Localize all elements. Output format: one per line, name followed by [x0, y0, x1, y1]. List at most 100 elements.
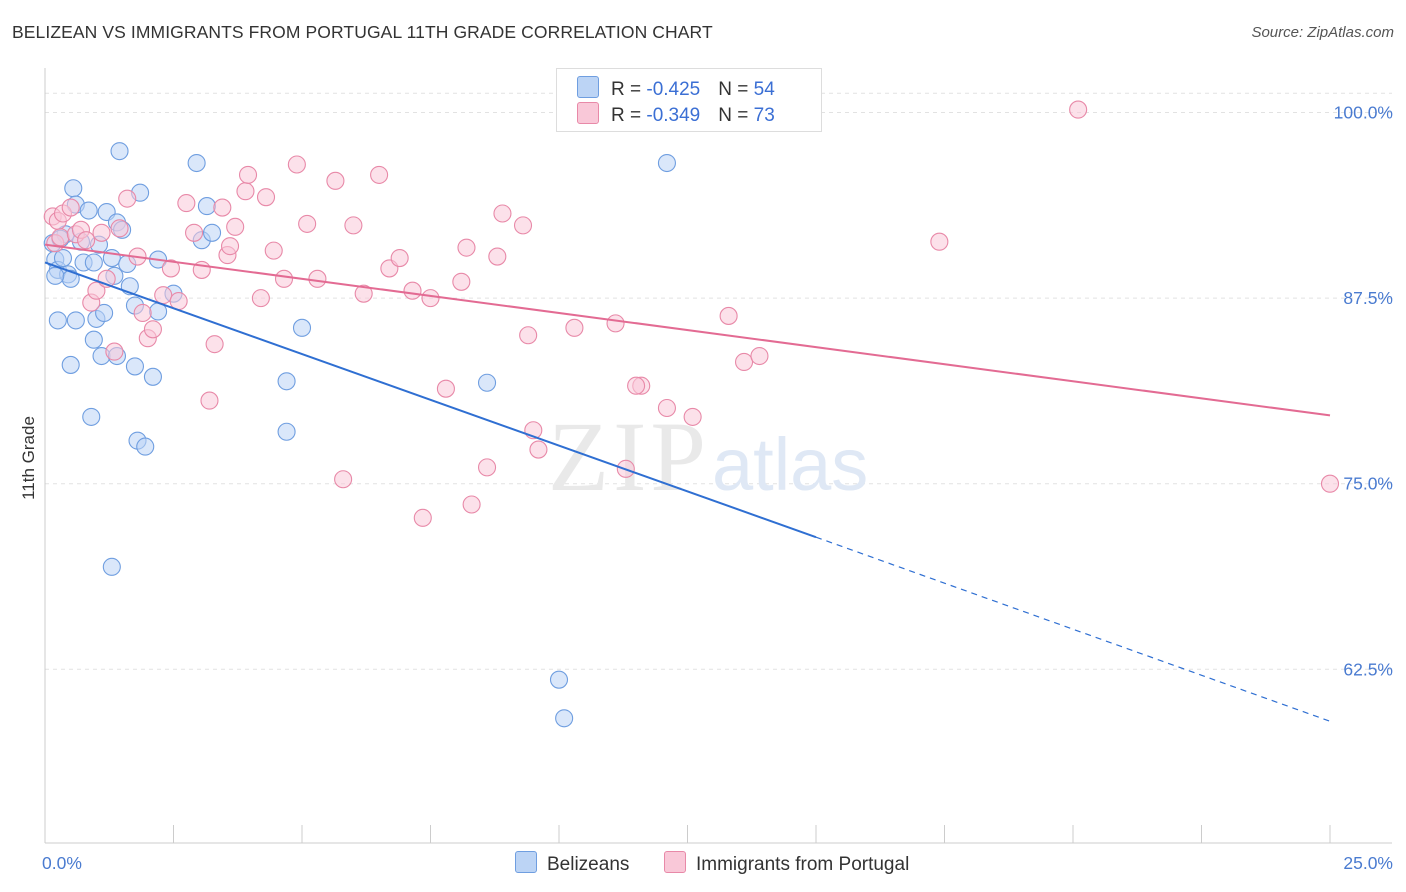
portugal-point	[452, 272, 471, 291]
legend: R = -0.425 N = 54 R = -0.349 N = 73	[556, 68, 822, 132]
belizean-point	[95, 303, 114, 323]
y-tick-label: 75.0%	[1343, 474, 1393, 494]
portugal-point	[161, 259, 180, 278]
portugal-point	[185, 223, 204, 242]
belizean-point	[549, 670, 569, 689]
portugal-point	[326, 171, 345, 190]
y-tick-label: 100.0%	[1334, 103, 1393, 123]
belizean-point	[82, 407, 101, 426]
portugal-point	[606, 314, 625, 333]
belizean-point	[143, 367, 162, 386]
belizean-trend-extension	[815, 536, 1331, 722]
portugal-point	[143, 320, 162, 339]
portugal-point	[683, 407, 702, 426]
portugal-point	[421, 289, 440, 308]
legend-row-portugal: R = -0.349 N = 73	[577, 102, 775, 126]
portugal-point	[565, 318, 584, 337]
portugal-point	[51, 228, 70, 247]
portugal-point	[236, 182, 255, 201]
y-axis-label: 11th Grade	[19, 416, 38, 500]
portugal-point	[298, 214, 317, 233]
portugal-point	[61, 198, 80, 217]
portugal-point	[457, 238, 476, 257]
portugal-point	[734, 352, 754, 372]
portugal-point	[177, 194, 196, 213]
x-tick-label: 0.0%	[42, 853, 82, 873]
belizean-point	[102, 557, 121, 576]
portugal-point	[213, 198, 232, 217]
portugal-point	[238, 165, 258, 184]
portugal-point	[436, 379, 455, 398]
legend-n-value: 73	[753, 105, 775, 126]
bottom-legend-belizeans: Belizeans	[515, 851, 629, 876]
belizean-point	[61, 355, 80, 374]
watermark-atlas: atlas	[712, 423, 868, 506]
belizean-point	[477, 373, 497, 392]
portugal-point	[930, 232, 949, 251]
portugal-point	[133, 303, 152, 323]
belizean-point	[48, 311, 67, 330]
bottom-legend-portugal: Immigrants from Portugal	[664, 851, 909, 876]
belizean-point	[84, 253, 103, 272]
watermark-zip: ZIP	[548, 401, 710, 512]
watermark: ZIP atlas	[548, 401, 868, 512]
belizean-point	[277, 422, 296, 441]
legend-n-label: N =	[718, 105, 754, 126]
belizean-point	[79, 201, 98, 220]
belizean-point	[53, 248, 73, 268]
tick-labels-layer: 100.0% 87.5% 75.0% 62.5% 0.0% 25.0%	[42, 103, 1393, 873]
portugal-point	[1069, 100, 1088, 119]
legend-r-label: R =	[611, 79, 647, 100]
portugal-point	[750, 346, 769, 366]
bottom-legend-label: Belizeans	[547, 854, 630, 875]
belizean-point	[555, 709, 574, 728]
portugal-point	[118, 189, 137, 208]
belizeans-swatch	[515, 851, 537, 873]
points-layer	[43, 100, 1340, 728]
portugal-point	[77, 231, 96, 250]
portugal-point	[529, 440, 548, 459]
belizean-point	[84, 330, 103, 349]
portugal-point	[519, 326, 538, 345]
portugal-point	[226, 217, 245, 236]
portugal-point	[657, 398, 676, 418]
portugal-point	[334, 470, 353, 489]
y-tick-label: 87.5%	[1343, 288, 1393, 308]
portugal-point	[627, 376, 646, 395]
legend-n-label: N =	[718, 79, 754, 100]
portugal-swatch	[664, 851, 686, 873]
portugal-point	[462, 495, 481, 514]
portugal-point	[513, 216, 533, 235]
portugal-point	[287, 155, 306, 174]
portugal-point	[205, 335, 224, 354]
portugal-point	[200, 391, 219, 410]
belizeans-swatch	[577, 76, 599, 98]
belizean-point	[46, 266, 65, 285]
belizean-point	[136, 437, 155, 456]
portugal-point	[264, 241, 283, 260]
belizean-point	[197, 197, 216, 216]
portugal-point	[390, 248, 409, 268]
trend-layer	[44, 243, 1331, 722]
portugal-point	[154, 286, 173, 305]
portugal-point	[256, 188, 276, 207]
legend-r-value: -0.349	[646, 105, 701, 126]
portugal-point	[220, 237, 240, 256]
portugal-trend-line	[44, 243, 1331, 417]
portugal-point	[370, 165, 389, 184]
belizean-trend-line	[44, 261, 817, 539]
portugal-point	[413, 508, 432, 527]
source-label: Source: ZipAtlas.com	[1251, 24, 1394, 41]
portugal-point	[488, 247, 507, 266]
portugal-point	[110, 219, 129, 238]
axes-layer	[44, 68, 1392, 844]
y-tick-label: 62.5%	[1343, 659, 1393, 679]
portugal-point	[1320, 474, 1340, 493]
portugal-swatch	[577, 102, 599, 124]
portugal-point	[105, 342, 124, 361]
portugal-point	[493, 204, 512, 223]
legend-n-value: 54	[753, 79, 775, 100]
bottom-legend-label: Immigrants from Portugal	[696, 854, 910, 875]
legend-r-label: R =	[611, 105, 647, 126]
legend-row-belizeans: R = -0.425 N = 54	[577, 76, 775, 100]
